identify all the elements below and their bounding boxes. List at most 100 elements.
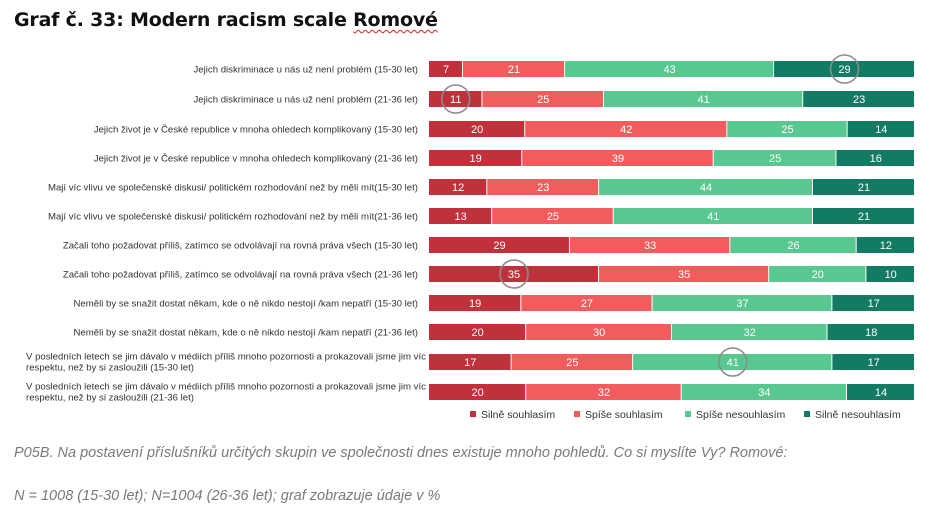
bar-segment xyxy=(727,121,847,137)
legend-swatch xyxy=(470,411,476,417)
bar-segment xyxy=(521,295,652,311)
bar-value-label: 34 xyxy=(758,387,770,399)
bar-value-label: 30 xyxy=(593,327,605,339)
bar-segment xyxy=(866,266,914,282)
bar-value-label: 35 xyxy=(508,269,520,281)
category-label: Jejich život je v České republice v mnoh… xyxy=(94,153,418,164)
bar-segment xyxy=(633,354,832,370)
bar-value-label: 20 xyxy=(471,327,483,339)
bar-segment xyxy=(730,237,856,253)
bar-segment xyxy=(846,384,914,400)
bar-value-label: 25 xyxy=(537,94,549,106)
bar-segment xyxy=(429,384,526,400)
bar-value-label: 25 xyxy=(769,153,781,165)
bar-segment xyxy=(847,121,914,137)
bar-value-label: 32 xyxy=(744,327,756,339)
bar-value-label: 17 xyxy=(868,357,880,369)
bar-segment xyxy=(525,121,727,137)
bar-segment xyxy=(522,150,713,166)
legend-label: Spíše souhlasím xyxy=(585,409,663,421)
bar-value-label: 11 xyxy=(450,94,461,106)
bar-segment xyxy=(672,324,827,340)
bar-value-label: 25 xyxy=(566,357,578,369)
bar-value-labels: 7 21 43 29 11 25 41 23 20 42 25 14 19 39 25 16 12 23 44 21 1… xyxy=(443,64,897,399)
bar-value-label: 14 xyxy=(875,387,887,399)
legend-label: Silně souhlasím xyxy=(481,409,555,421)
bar-segment xyxy=(774,61,914,77)
bar-value-label: 20 xyxy=(812,269,824,281)
bar-value-label: 7 xyxy=(443,64,449,76)
bar-segment xyxy=(429,237,569,253)
legend: Silně souhlasím Spíše souhlasím Spíše neso… xyxy=(470,409,901,421)
bar-segment xyxy=(429,121,525,137)
category-label: Jejich diskriminace u nás už není problé… xyxy=(194,94,419,105)
title-highlight: Romové xyxy=(353,9,438,31)
bar-value-label: 35 xyxy=(678,269,690,281)
bar-segment xyxy=(429,295,521,311)
bar-segment xyxy=(827,324,914,340)
bar-segments xyxy=(429,61,914,400)
bar-value-label: 14 xyxy=(875,124,887,136)
bar-value-label: 29 xyxy=(493,240,505,252)
bar-value-label: 21 xyxy=(508,64,520,76)
bar-segment xyxy=(429,61,463,77)
category-label: Neměli by se snažit dostat někam, kde o … xyxy=(74,327,419,338)
bar-value-label: 25 xyxy=(547,211,559,223)
bar-segment xyxy=(803,91,914,107)
legend-swatch xyxy=(685,411,691,417)
bar-segment xyxy=(492,208,613,224)
bar-segment xyxy=(652,295,832,311)
bar-value-label: 20 xyxy=(471,387,483,399)
bar-value-label: 44 xyxy=(700,182,712,194)
title-text: Graf č. 33: Modern racism scale xyxy=(14,9,347,31)
bar-value-label: 12 xyxy=(452,182,464,194)
bar-segment xyxy=(599,179,812,195)
bar-segment xyxy=(832,295,914,311)
bar-value-label: 17 xyxy=(464,357,476,369)
bar-value-label: 25 xyxy=(781,124,793,136)
highlight-circles xyxy=(440,54,860,377)
bar-value-label: 17 xyxy=(868,298,880,310)
bar-segment xyxy=(511,354,633,370)
highlight-circle xyxy=(440,84,471,114)
bar-value-label: 19 xyxy=(469,298,481,310)
bar-segment xyxy=(429,179,487,195)
bar-value-label: 21 xyxy=(858,211,870,223)
bar-segment xyxy=(713,150,836,166)
bar-segment xyxy=(603,91,803,107)
bar-segment xyxy=(769,266,866,282)
bar-value-label: 16 xyxy=(870,153,882,165)
bar-value-label: 10 xyxy=(885,269,897,281)
legend-label: Silně nesouhlasím xyxy=(815,409,901,421)
category-labels: Jejich diskriminace u nás už není problé… xyxy=(26,64,426,403)
bar-value-label: 21 xyxy=(858,182,870,194)
question-note: P05B. Na postavení příslušníků určitých … xyxy=(14,445,788,461)
bar-value-label: 20 xyxy=(471,124,483,136)
bar-segment xyxy=(429,324,526,340)
bar-segment xyxy=(812,179,914,195)
category-label: Mají víc vlivu ve společenské diskusi/ p… xyxy=(48,182,418,193)
bar-value-label: 33 xyxy=(644,240,656,252)
category-label: Neměli by se snažit dostat někam, kde o … xyxy=(74,298,419,309)
bar-segment xyxy=(487,179,599,195)
bar-segment xyxy=(569,237,730,253)
bar-value-label: 18 xyxy=(865,327,877,339)
bar-value-label: 37 xyxy=(736,298,748,310)
bar-value-label: 12 xyxy=(880,240,892,252)
bar-segment xyxy=(832,354,914,370)
category-label: Jejich život je v České republice v mnoh… xyxy=(94,124,418,135)
bar-segment xyxy=(836,150,914,166)
bar-value-label: 29 xyxy=(838,64,850,76)
sample-note: N = 1008 (15-30 let); N=1004 (26-36 let)… xyxy=(14,488,441,504)
bar-segment xyxy=(429,266,599,282)
bar-value-label: 13 xyxy=(454,211,466,223)
category-label: Mají víc vlivu ve společenské diskusi/ p… xyxy=(48,211,418,222)
bar-segment xyxy=(613,208,812,224)
bar-value-label: 41 xyxy=(707,211,719,223)
bar-value-label: 39 xyxy=(612,153,624,165)
category-label: Začali toho požadovat příliš, zatímco se… xyxy=(63,240,418,251)
legend-swatch xyxy=(804,411,810,417)
bar-segment xyxy=(856,237,914,253)
category-label: V posledních letech se jim dávalo v médi… xyxy=(26,352,426,374)
legend-swatch xyxy=(574,411,580,417)
